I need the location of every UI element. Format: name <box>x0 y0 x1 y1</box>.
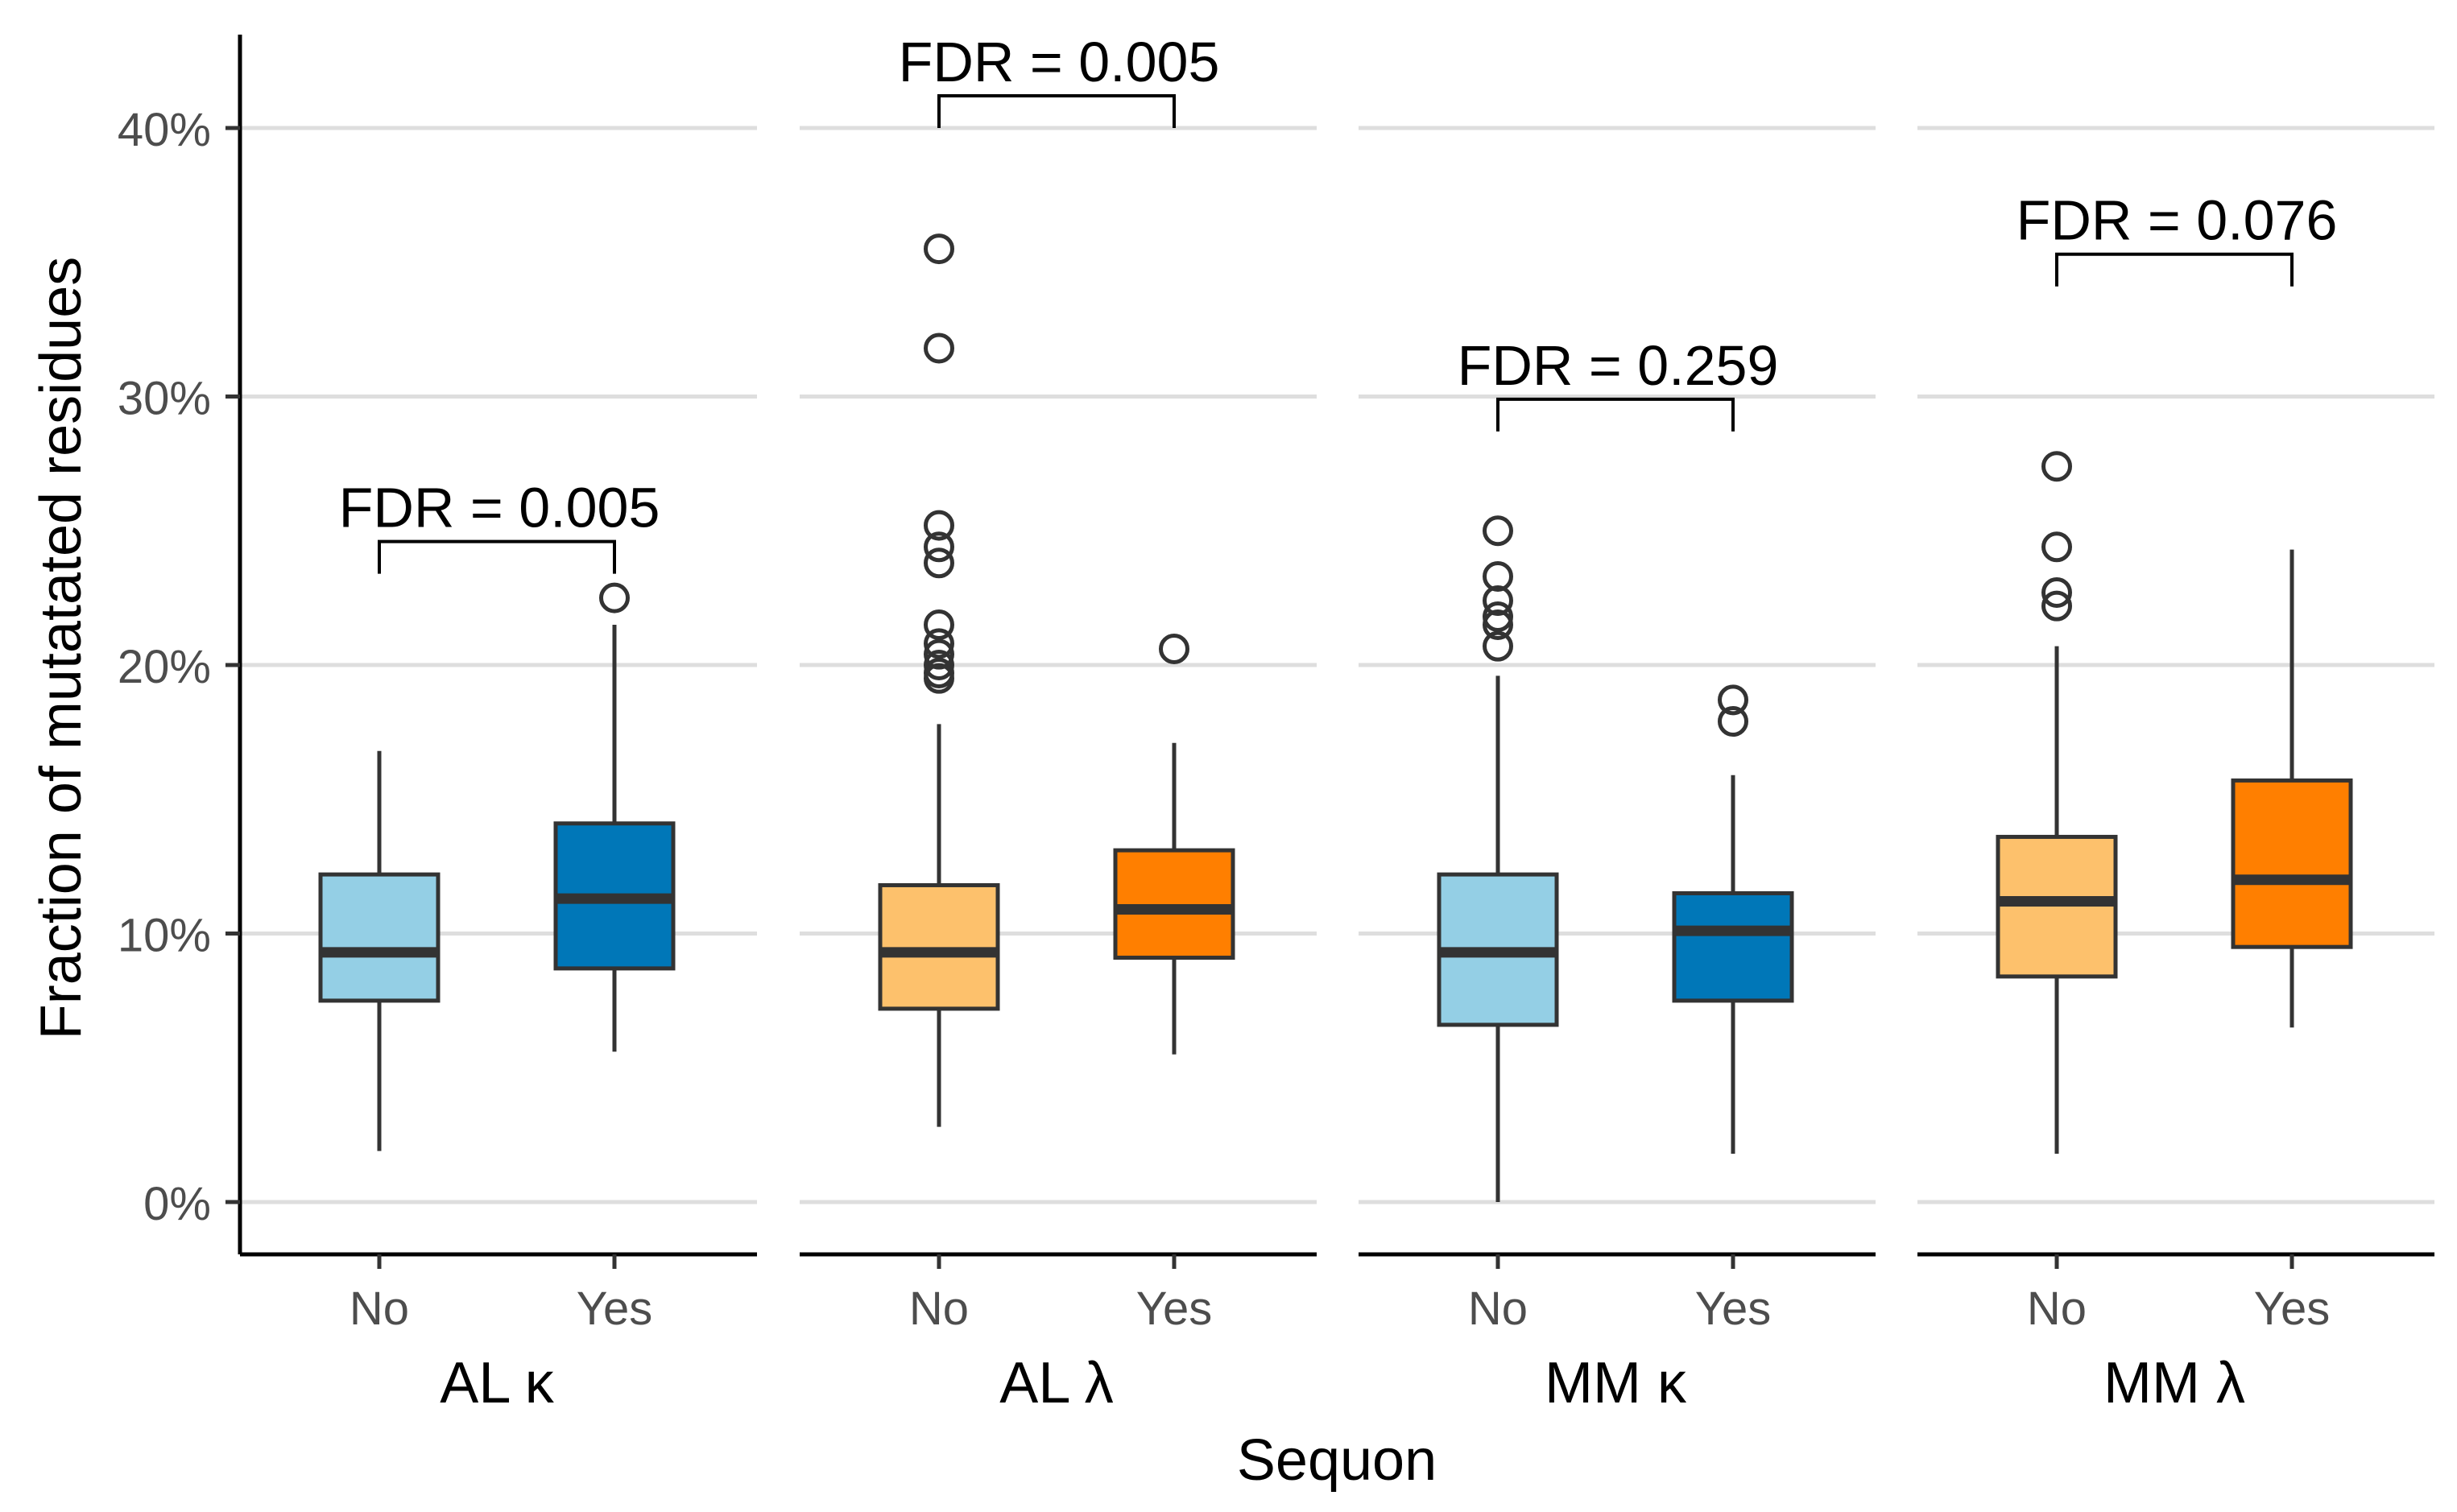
box-body <box>1113 848 1235 960</box>
annotation-layer: FDR = 0.005 FDR = 0.005 FDR = 0.259 FDR = 0… <box>339 31 2338 574</box>
x-tick-label: Yes <box>2254 1283 2331 1335</box>
x-tick-label: No <box>2027 1283 2087 1335</box>
outlier-point <box>924 658 954 689</box>
x-tick-label: No <box>909 1283 969 1335</box>
grid-layer <box>240 126 2434 1204</box>
box-body <box>318 872 441 1003</box>
outlier-point <box>1483 560 1513 592</box>
outlier-point <box>924 233 954 265</box>
x-tick-label: Yes <box>1695 1283 1772 1335</box>
box-body <box>1996 834 2118 979</box>
y-tick-label: 20% <box>118 641 211 693</box>
box-body <box>878 882 1000 1011</box>
outlier-point <box>1718 706 1748 737</box>
box-MM κ-No <box>1437 515 1559 1202</box>
box-body <box>2231 778 2353 949</box>
outlier-point <box>924 628 954 659</box>
significance-label: FDR = 0.076 <box>2016 189 2338 252</box>
box-layer <box>318 233 2353 1202</box>
x-tick-label: No <box>350 1283 409 1335</box>
outlier-point <box>1483 515 1513 547</box>
outlier-point <box>924 510 954 541</box>
y-tick-label: 40% <box>118 104 211 156</box>
outlier-point <box>924 531 954 563</box>
outlier-point <box>1483 630 1513 662</box>
facet-label: MM κ <box>1545 1351 1687 1415</box>
outlier-point <box>924 638 954 670</box>
outlier-point <box>2041 531 2072 563</box>
box-MM λ-Yes <box>2231 549 2353 1028</box>
outlier-point <box>1483 609 1513 640</box>
x-axis-title: Sequon <box>1237 1428 1437 1493</box>
outlier-point <box>924 333 954 364</box>
box-MM λ-No <box>1996 451 2118 1154</box>
outlier-point <box>1159 633 1189 664</box>
y-axis-title: Fraction of mutatated residues <box>29 257 93 1040</box>
outlier-point <box>2041 451 2072 482</box>
box-body <box>1672 890 1794 1003</box>
box-AL κ-Yes <box>553 582 676 1052</box>
significance-bracket <box>1496 397 1735 432</box>
outlier-point <box>2041 576 2072 608</box>
facet-label: AL λ <box>999 1351 1113 1415</box>
box-MM κ-Yes <box>1672 684 1794 1154</box>
box-AL κ-No <box>318 750 441 1151</box>
outlier-point <box>924 547 954 579</box>
y-tick-label: 0% <box>143 1178 211 1230</box>
outlier-point <box>924 609 954 640</box>
significance-label: FDR = 0.005 <box>339 477 660 539</box>
outlier-point <box>599 582 630 613</box>
box-AL λ-No <box>878 233 1000 1127</box>
facet-label: MM λ <box>2103 1351 2245 1415</box>
outlier-point <box>1718 684 1748 716</box>
facet-label: AL κ <box>440 1351 554 1415</box>
significance-label: FDR = 0.259 <box>1458 334 1779 397</box>
outlier-point <box>924 650 954 680</box>
significance-bracket <box>2055 252 2294 287</box>
significance-bracket <box>378 539 616 574</box>
y-tick-label: 30% <box>118 373 211 425</box>
x-tick-label: Yes <box>577 1283 653 1335</box>
significance-label: FDR = 0.005 <box>899 31 1220 93</box>
x-tick-label: No <box>1468 1283 1528 1335</box>
y-tick-label: 10% <box>118 910 211 962</box>
outlier-point <box>1483 585 1513 616</box>
significance-bracket <box>937 93 1176 128</box>
x-tick-label: Yes <box>1136 1283 1213 1335</box>
outlier-point <box>2041 590 2072 622</box>
box-AL λ-Yes <box>1113 633 1235 1055</box>
outlier-point <box>1483 601 1513 632</box>
